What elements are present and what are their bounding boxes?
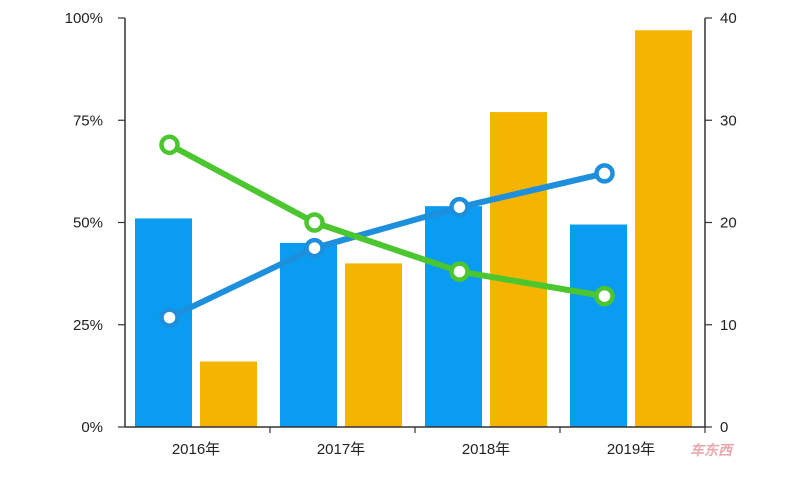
category-label: 2019年 (607, 441, 655, 458)
right-tick-label: 10 (720, 317, 737, 334)
bar-s1-3 (425, 206, 482, 427)
line-point-s2-4 (594, 285, 615, 307)
bars-layer (135, 30, 692, 428)
right-tick-label: 30 (720, 112, 737, 129)
right-tick-label: 40 (720, 10, 737, 27)
right-tick-label: 20 (720, 215, 737, 232)
bar-s1-4 (570, 224, 627, 427)
line-point-s2-3 (449, 261, 470, 282)
category-label: 2018年 (462, 441, 510, 458)
left-tick-label: 75% (73, 112, 103, 129)
line-point-s1-1 (159, 307, 180, 328)
line-point-s1-2 (304, 237, 325, 259)
bar-s1-2 (280, 242, 337, 427)
line-series-1 (166, 170, 608, 321)
bar-s2-2 (345, 263, 402, 427)
bar-s2-4 (635, 30, 692, 428)
left-tick-label: 25% (73, 317, 103, 334)
line-point-s2-1 (159, 134, 180, 156)
line-series-2 (166, 141, 608, 300)
line-point-s1-4 (594, 163, 615, 184)
left-tick-label: 100% (65, 10, 103, 27)
bar-s2-1 (200, 361, 257, 427)
line-point-s2-2 (304, 212, 325, 233)
bar-s2-3 (490, 112, 547, 427)
right-tick-label: 0 (720, 419, 728, 436)
tick-labels-layer: 0% 25% 50% 75% 100% 0 10 20 30 40 2016年 2017年 2018年 2… (65, 10, 737, 458)
category-label: 2016年 (172, 441, 220, 458)
axes-layer (118, 17, 712, 433)
watermark-text: 车东西 (690, 442, 735, 459)
lines-layer (159, 134, 615, 328)
category-label: 2017年 (317, 441, 365, 458)
line-point-s1-3 (449, 196, 470, 218)
left-tick-label: 50% (73, 215, 103, 232)
left-tick-label: 0% (81, 419, 103, 436)
